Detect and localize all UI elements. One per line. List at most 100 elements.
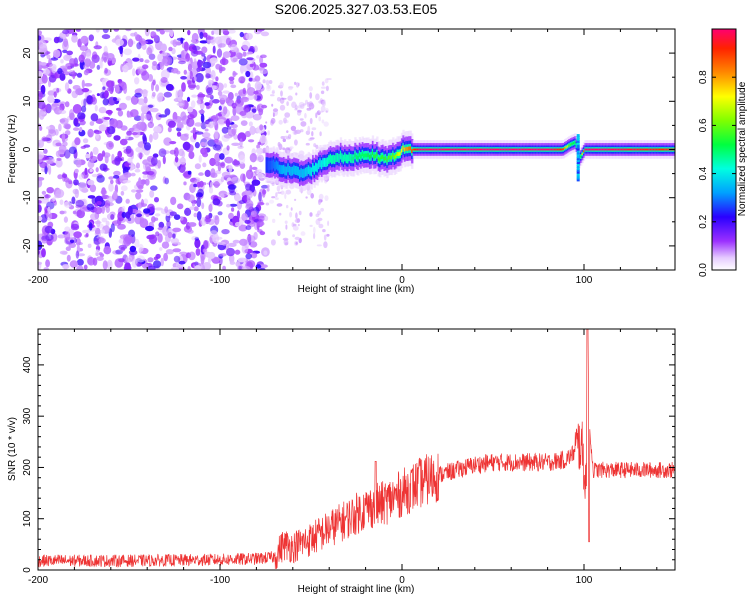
noise-cell [228,164,233,173]
noise-cell [129,109,139,118]
noise-cell [309,137,315,140]
noise-cell [230,124,238,129]
noise-cell [323,121,329,127]
x-tick-label: 0 [399,575,405,586]
page-title: S206.2025.327.03.53.E05 [274,1,438,17]
noise-cell [242,266,251,270]
noise-cell [257,169,263,174]
noise-cell [122,64,129,73]
noise-cell [134,168,141,173]
noise-cell [293,223,297,227]
spectral-cell [565,146,568,149]
noise-cell [207,257,212,264]
noise-cell [75,199,85,208]
spectral-cell [374,154,377,159]
noise-cell [94,207,103,215]
noise-cell [254,154,264,162]
noise-cell [244,219,251,224]
spectral-cell [631,148,634,151]
noise-cell [46,54,51,60]
noise-cell [46,187,54,194]
noise-cell [311,127,317,131]
noise-cell [166,220,171,228]
noise-cell [241,40,251,51]
noise-cell [204,128,209,132]
noise-cell [105,205,111,213]
spectral-cell [638,148,641,151]
noise-cell [172,227,182,233]
noise-cell [279,212,282,216]
spectral-cell [316,165,319,170]
noise-cell [246,235,256,243]
spectral-cell [617,148,621,151]
noise-cell [239,238,248,246]
noise-cell [62,49,68,54]
spectral-cell [443,148,446,151]
noise-cell [215,113,222,117]
noise-cell [78,182,88,192]
spectral-cell [466,148,469,151]
spectral-cell [529,148,532,151]
noise-cell [137,98,146,105]
noise-cell [70,223,80,231]
spectral-cell [576,136,580,139]
noise-cell [88,222,93,231]
noise-cell [285,189,292,195]
spectral-cell [357,155,360,160]
noise-cell [219,153,225,160]
noise-cell [151,91,156,97]
noise-cell [113,97,117,101]
noise-cell [322,229,326,233]
noise-cell [309,212,313,217]
noise-cell [169,29,174,37]
noise-cell [285,224,288,230]
noise-cell [173,255,181,263]
noise-cell [106,53,115,61]
noise-cell [239,162,246,170]
noise-cell [214,152,221,163]
noise-cell [231,102,237,109]
noise-cell [187,80,192,85]
noise-cell [152,34,158,39]
noise-cell [55,158,63,168]
spectral-cell [536,148,539,151]
noise-cell [218,43,226,48]
noise-cell [194,238,201,249]
noise-cell [307,125,311,133]
noise-cell [47,95,55,103]
spectral-cell [376,152,379,157]
noise-cell [176,102,184,106]
spectral-cell [383,156,386,161]
noise-cell [58,109,67,115]
noise-cell [62,29,70,35]
noise-cell [124,262,131,270]
noise-cell [96,200,102,206]
noise-cell [110,214,115,220]
noise-cell [325,110,328,113]
noise-cell [38,30,42,36]
noise-cell [323,241,328,249]
noise-cell [234,221,242,227]
noise-cell [225,118,231,128]
noise-cell [229,190,237,196]
noise-cell [130,32,136,37]
spectral-cell [576,174,580,178]
colorbar-label: Normalized spectral amplitude [737,81,748,216]
spectral-cell [345,156,348,161]
noise-cell [79,45,88,52]
noise-cell [198,109,205,114]
noise-cell [83,64,89,70]
noise-cell [144,114,152,120]
noise-cell [267,130,270,136]
spectral-cell [403,147,407,152]
noise-cell [295,82,300,88]
noise-cell [221,171,231,178]
noise-cell [188,251,196,261]
noise-cell [245,111,255,119]
noise-cell [200,113,205,123]
noise-cell [251,78,257,82]
spectral-cell [562,148,565,151]
noise-cell [38,204,42,213]
noise-cell [239,31,244,38]
